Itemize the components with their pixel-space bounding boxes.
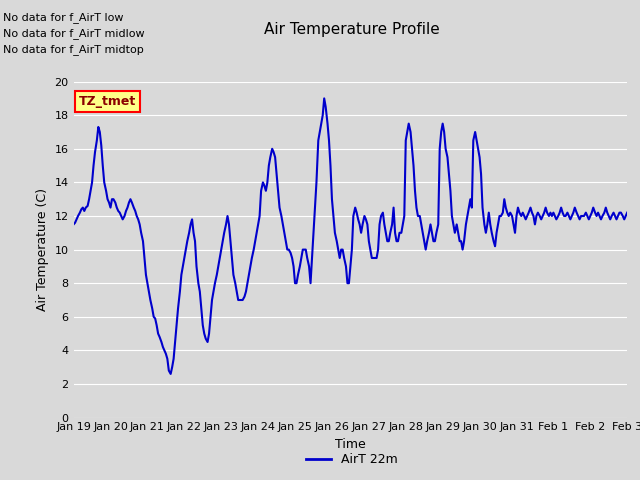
- X-axis label: Time: Time: [335, 438, 366, 451]
- Text: TZ_tmet: TZ_tmet: [79, 95, 136, 108]
- Text: No data for f_AirT midlow: No data for f_AirT midlow: [3, 28, 145, 39]
- Text: No data for f_AirT low: No data for f_AirT low: [3, 12, 124, 23]
- Text: No data for f_AirT midtop: No data for f_AirT midtop: [3, 44, 144, 55]
- Text: Air Temperature Profile: Air Temperature Profile: [264, 22, 440, 36]
- Y-axis label: Air Temperature (C): Air Temperature (C): [36, 188, 49, 311]
- Legend: AirT 22m: AirT 22m: [301, 448, 403, 471]
